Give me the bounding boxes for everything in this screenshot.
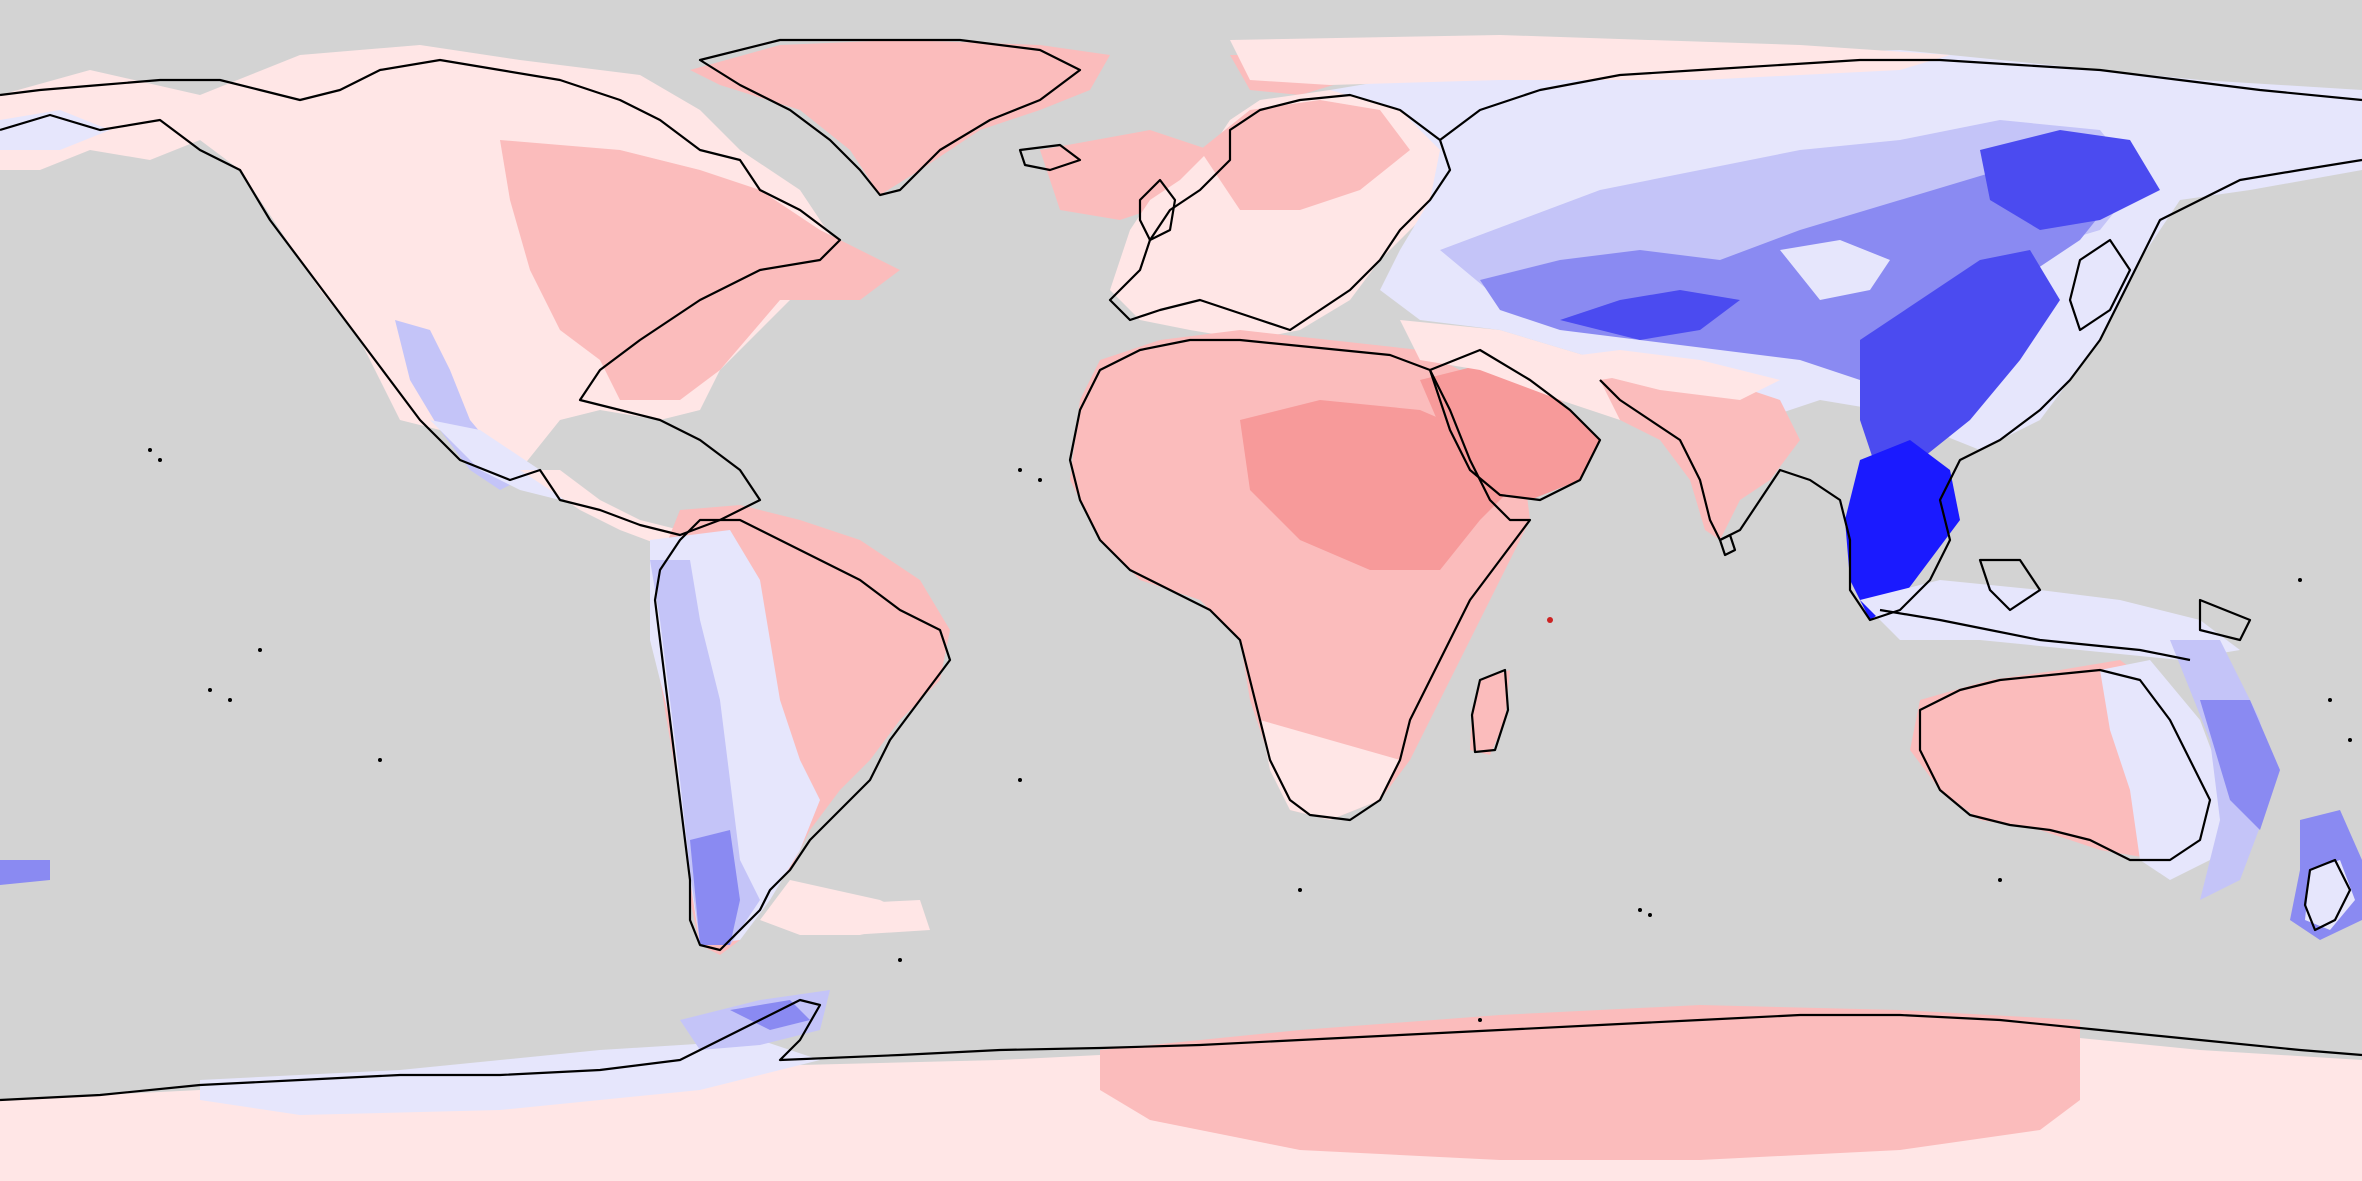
- arabia-land: [1420, 360, 1600, 500]
- coastline-europe: [1108, 93, 1452, 332]
- australia-east-cool: [2100, 660, 2230, 880]
- central-asia-cold-core: [1560, 290, 1740, 340]
- coastline-iceland: [1018, 143, 1082, 172]
- coastline-asia: [1439, 58, 2362, 622]
- coastline-arabia: [1428, 348, 1602, 502]
- arctic-ocean-warm: [1230, 35, 1950, 85]
- patagonia-cold: [690, 830, 740, 945]
- himalaya-cool: [1540, 350, 1780, 400]
- coastline-indonesia: [1879, 558, 2252, 662]
- coastline-africa: [1068, 338, 1532, 822]
- coastline-greenland: [698, 38, 1082, 197]
- coastline-new-zealand: [2303, 858, 2352, 932]
- coastline-antarctica: [0, 998, 2362, 1102]
- coastline-japan: [2068, 238, 2132, 332]
- coastline-south-america: [653, 518, 952, 952]
- south-pacific-cool-patch: [0, 860, 50, 885]
- coastline-madagascar: [1470, 668, 1510, 754]
- alaska-edge-cool: [0, 110, 110, 150]
- antarctica-warm: [1100, 1005, 2080, 1160]
- central-america-land: [520, 470, 700, 545]
- coral-sea-cool: [2200, 700, 2280, 830]
- southern-africa-cool: [1260, 720, 1400, 820]
- coastline-uk: [1138, 178, 1177, 242]
- middle-east-land: [1400, 320, 1660, 420]
- west-antarctica-cool: [200, 1040, 820, 1115]
- greenland-land: [690, 40, 1110, 195]
- southeast-asia-cold-peak: [1845, 440, 1960, 620]
- coastline-north-america: [0, 58, 842, 537]
- north-america-east-warm: [500, 140, 900, 400]
- india-land: [1600, 370, 1800, 540]
- new-zealand-land: [2305, 860, 2355, 930]
- coastline-australia: [1918, 668, 2212, 862]
- coastline-sri-lanka: [1718, 533, 1737, 557]
- south-atlantic-warm-patch: [820, 900, 930, 935]
- coastlines: [0, 38, 2362, 1102]
- madagascar-land: [1470, 670, 1510, 755]
- small-islands: [148, 448, 2352, 1022]
- china-inner-cool: [1780, 240, 1890, 300]
- manchuria-cold: [1980, 130, 2160, 230]
- east-asia-cold-core: [1860, 250, 2060, 480]
- maritime-continent-land: [1860, 580, 2240, 660]
- scandinavia-warm: [1200, 100, 1410, 210]
